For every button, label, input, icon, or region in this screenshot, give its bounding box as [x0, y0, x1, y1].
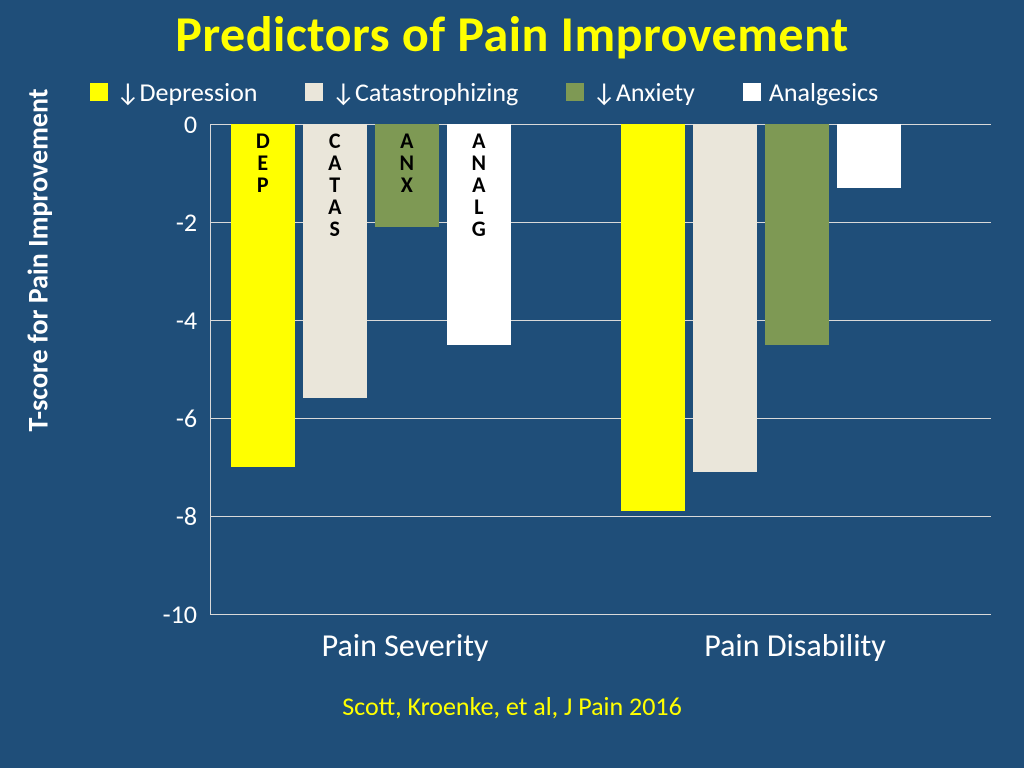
chart-plot-area: 0-2-4-6-8-10DEPCATASANXANALG	[210, 124, 991, 615]
slide-title: Predictors of Pain Improvement	[0, 4, 1024, 65]
gridline	[211, 516, 991, 517]
y-tick-label: -6	[137, 402, 211, 434]
legend-item: Analgesics	[743, 76, 878, 108]
y-tick-label: -4	[137, 304, 211, 336]
legend-label: ↓Anxiety	[592, 76, 695, 108]
bar	[693, 124, 757, 472]
legend-label: ↓Depression	[116, 76, 257, 108]
gridline	[211, 614, 991, 615]
citation: Scott, Kroenke, et al, J Pain 2016	[0, 690, 1024, 722]
legend-item: ↓Depression	[90, 76, 257, 108]
bar: ANX	[375, 124, 439, 227]
legend-label: ↓Catastrophizing	[331, 76, 518, 108]
y-tick-label: -10	[137, 598, 211, 630]
y-tick-label: 0	[137, 108, 211, 140]
slide: Predictors of Pain Improvement ↓Depressi…	[0, 0, 1024, 768]
x-axis-category: Pain Severity	[210, 626, 600, 665]
legend-item: ↓Catastrophizing	[305, 76, 518, 108]
bar: ANALG	[447, 124, 511, 345]
bar	[765, 124, 829, 345]
bar-inline-label: CATAS	[328, 130, 342, 240]
legend-swatch	[305, 83, 323, 101]
bar-inline-label: DEP	[256, 130, 270, 196]
legend-swatch	[566, 83, 584, 101]
bar	[837, 124, 901, 188]
x-axis-category: Pain Disability	[600, 626, 990, 665]
legend-item: ↓Anxiety	[566, 76, 695, 108]
legend-swatch	[743, 83, 761, 101]
bar: DEP	[231, 124, 295, 467]
legend: ↓Depression ↓Catastrophizing ↓Anxiety An…	[90, 76, 984, 108]
bar	[621, 124, 685, 511]
legend-label: Analgesics	[769, 76, 878, 108]
y-tick-label: -8	[137, 500, 211, 532]
gridline	[211, 418, 991, 419]
legend-swatch	[90, 83, 108, 101]
bar-inline-label: ANALG	[472, 130, 487, 240]
x-axis-labels: Pain Severity Pain Disability	[210, 626, 990, 665]
bar: CATAS	[303, 124, 367, 398]
bar-inline-label: ANX	[400, 130, 415, 196]
y-axis-label: T-score for Pain Improvement	[23, 70, 52, 450]
y-tick-label: -2	[137, 206, 211, 238]
